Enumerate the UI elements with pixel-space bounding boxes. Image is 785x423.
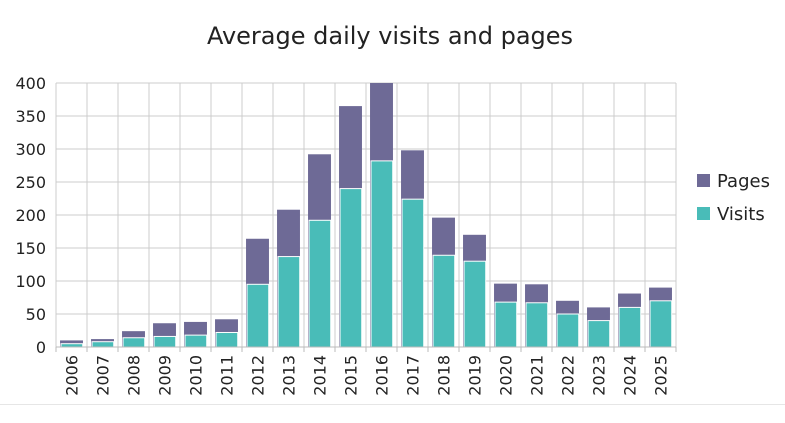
x-tick-label: 2017 bbox=[404, 355, 423, 396]
bar-visits-2021 bbox=[525, 302, 549, 348]
bar-visits-2008 bbox=[122, 337, 146, 348]
y-tick-label: 350 bbox=[15, 107, 46, 126]
bar-visits-2017 bbox=[401, 198, 425, 348]
legend-swatch-pages bbox=[697, 174, 710, 187]
x-tick-label: 2010 bbox=[187, 355, 206, 396]
legend-swatch-visits bbox=[697, 207, 710, 220]
y-tick-label: 200 bbox=[15, 206, 46, 225]
bar-visits-2023 bbox=[587, 320, 611, 348]
y-tick-label: 50 bbox=[26, 305, 46, 324]
y-tick-label: 300 bbox=[15, 140, 46, 159]
bar-visits-2018 bbox=[432, 254, 456, 348]
y-tick-label: 150 bbox=[15, 239, 46, 258]
bar-visits-2012 bbox=[246, 283, 270, 348]
bar-visits-2024 bbox=[618, 306, 642, 348]
bar-visits-2019 bbox=[463, 260, 487, 348]
x-tick-label: 2008 bbox=[125, 355, 144, 396]
x-tick-label: 2012 bbox=[249, 355, 268, 396]
chart-title: Average daily visits and pages bbox=[207, 22, 573, 50]
x-tick-label: 2019 bbox=[466, 355, 485, 396]
bottom-strip bbox=[0, 404, 785, 420]
x-tick-label: 2006 bbox=[63, 355, 82, 396]
legend-label-pages: Pages bbox=[717, 171, 770, 192]
legend-label-visits: Visits bbox=[717, 204, 765, 225]
x-tick-label: 2020 bbox=[497, 355, 516, 396]
bar-visits-2025 bbox=[649, 300, 673, 348]
x-tick-label: 2021 bbox=[528, 355, 547, 396]
bar-visits-2020 bbox=[494, 301, 518, 348]
legend: Pages Visits bbox=[697, 171, 770, 225]
bars bbox=[60, 83, 673, 348]
bar-visits-2016 bbox=[370, 160, 394, 348]
y-tick-label: 0 bbox=[36, 338, 46, 357]
x-tick-label: 2016 bbox=[373, 355, 392, 396]
x-tick-label: 2023 bbox=[590, 355, 609, 396]
y-tick-label: 400 bbox=[15, 74, 46, 93]
y-tick-label: 250 bbox=[15, 173, 46, 192]
bar-visits-2014 bbox=[308, 219, 332, 348]
y-tick-label: 100 bbox=[15, 272, 46, 291]
x-tick-label: 2025 bbox=[652, 355, 671, 396]
x-tick-label: 2014 bbox=[311, 355, 330, 396]
bar-visits-2010 bbox=[184, 334, 208, 348]
bar-visits-2013 bbox=[277, 256, 301, 348]
x-tick-label: 2022 bbox=[559, 355, 578, 396]
x-tick-label: 2011 bbox=[218, 355, 237, 396]
bar-visits-2015 bbox=[339, 188, 363, 348]
bar-visits-2022 bbox=[556, 313, 580, 348]
axes: 0 50 100 150 200 250 300 350 400 2006 2007 2008 2009… bbox=[15, 74, 677, 396]
x-tick-label: 2024 bbox=[621, 355, 640, 396]
bar-visits-2007 bbox=[91, 341, 115, 348]
x-tick-label: 2013 bbox=[280, 355, 299, 396]
bar-visits-2009 bbox=[153, 335, 177, 348]
x-tick-label: 2007 bbox=[94, 355, 113, 396]
x-tick-label: 2009 bbox=[156, 355, 175, 396]
grid bbox=[55, 82, 677, 348]
x-tick-label: 2015 bbox=[342, 355, 361, 396]
bar-visits-2011 bbox=[215, 331, 239, 348]
x-tick-label: 2018 bbox=[435, 355, 454, 396]
